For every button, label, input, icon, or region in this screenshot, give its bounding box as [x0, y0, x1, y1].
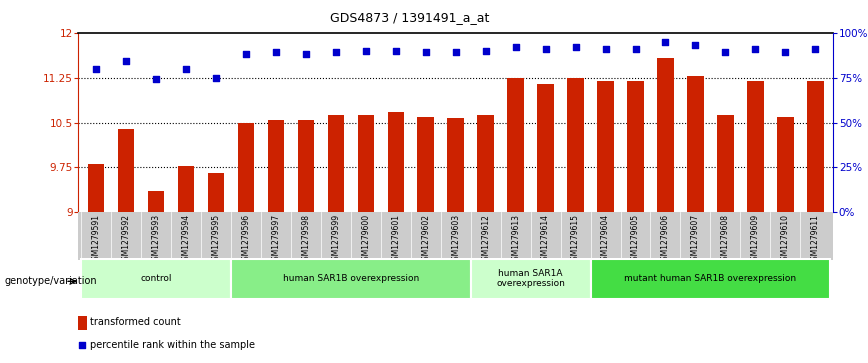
Text: GSM1279599: GSM1279599: [332, 214, 340, 265]
Bar: [78, 315, 87, 330]
Text: GSM1279614: GSM1279614: [541, 214, 550, 265]
FancyBboxPatch shape: [231, 258, 470, 299]
Bar: [387, 112, 404, 212]
Text: GSM1279611: GSM1279611: [811, 214, 819, 265]
Text: GSM1279595: GSM1279595: [212, 214, 220, 265]
Text: GSM1279608: GSM1279608: [721, 214, 730, 265]
Bar: [207, 174, 224, 212]
Point: [283, 235, 297, 241]
Text: GSM1279594: GSM1279594: [181, 214, 190, 265]
Bar: [807, 81, 824, 212]
Text: human SAR1B overexpression: human SAR1B overexpression: [283, 274, 419, 283]
Bar: [448, 118, 464, 212]
Point: [418, 49, 432, 55]
Text: GSM1279605: GSM1279605: [631, 214, 640, 265]
Bar: [777, 117, 793, 212]
Bar: [628, 81, 644, 212]
Bar: [118, 129, 135, 212]
Bar: [327, 115, 344, 212]
Bar: [508, 78, 524, 212]
Text: GSM1279592: GSM1279592: [122, 214, 130, 265]
Text: GSM1279610: GSM1279610: [781, 214, 790, 265]
Point: [389, 48, 403, 54]
Bar: [418, 117, 434, 212]
Point: [599, 46, 613, 52]
Text: percentile rank within the sample: percentile rank within the sample: [90, 340, 255, 350]
Bar: [568, 78, 584, 212]
Point: [779, 49, 792, 55]
Text: GSM1279596: GSM1279596: [241, 214, 251, 265]
Point: [239, 51, 253, 57]
Bar: [88, 164, 104, 212]
Point: [179, 66, 193, 72]
Bar: [747, 81, 764, 212]
Text: GSM1279601: GSM1279601: [391, 214, 400, 265]
Point: [479, 48, 493, 54]
FancyBboxPatch shape: [590, 258, 831, 299]
Point: [119, 58, 133, 64]
FancyBboxPatch shape: [81, 258, 231, 299]
Bar: [148, 191, 164, 212]
Point: [808, 46, 822, 52]
Point: [209, 75, 223, 81]
Text: mutant human SAR1B overexpression: mutant human SAR1B overexpression: [624, 274, 797, 283]
Point: [89, 66, 103, 72]
Point: [539, 46, 553, 52]
Text: GSM1279593: GSM1279593: [152, 214, 161, 265]
Text: GSM1279597: GSM1279597: [272, 214, 280, 265]
Bar: [298, 120, 314, 212]
Text: genotype/variation: genotype/variation: [4, 276, 97, 286]
FancyBboxPatch shape: [470, 258, 590, 299]
Point: [358, 48, 372, 54]
Bar: [477, 115, 494, 212]
Text: GSM1279602: GSM1279602: [421, 214, 431, 265]
Point: [569, 44, 582, 50]
Text: control: control: [141, 274, 172, 283]
Text: GSM1279609: GSM1279609: [751, 214, 760, 265]
Bar: [537, 83, 554, 212]
Bar: [687, 76, 704, 212]
Bar: [267, 120, 284, 212]
Text: GSM1279600: GSM1279600: [361, 214, 371, 265]
Text: GDS4873 / 1391491_a_at: GDS4873 / 1391491_a_at: [330, 11, 490, 24]
Text: GSM1279612: GSM1279612: [481, 214, 490, 265]
Text: GSM1279606: GSM1279606: [661, 214, 670, 265]
Bar: [178, 166, 194, 212]
Bar: [657, 58, 674, 212]
Point: [659, 39, 673, 45]
Text: GSM1279591: GSM1279591: [92, 214, 101, 265]
Text: GSM1279613: GSM1279613: [511, 214, 520, 265]
Bar: [358, 115, 374, 212]
Point: [509, 44, 523, 50]
Text: GSM1279607: GSM1279607: [691, 214, 700, 265]
Point: [628, 46, 642, 52]
Text: GSM1279604: GSM1279604: [601, 214, 610, 265]
Bar: [238, 123, 254, 212]
Point: [269, 49, 283, 55]
Text: GSM1279603: GSM1279603: [451, 214, 460, 265]
Point: [149, 77, 163, 82]
Point: [719, 49, 733, 55]
Point: [688, 42, 702, 48]
Point: [299, 51, 312, 57]
Bar: [597, 81, 614, 212]
Point: [748, 46, 762, 52]
Point: [329, 49, 343, 55]
Bar: [717, 115, 733, 212]
Point: [449, 49, 463, 55]
Text: human SAR1A
overexpression: human SAR1A overexpression: [496, 269, 565, 288]
Text: GSM1279615: GSM1279615: [571, 214, 580, 265]
Text: transformed count: transformed count: [90, 317, 181, 327]
Text: GSM1279598: GSM1279598: [301, 214, 311, 265]
